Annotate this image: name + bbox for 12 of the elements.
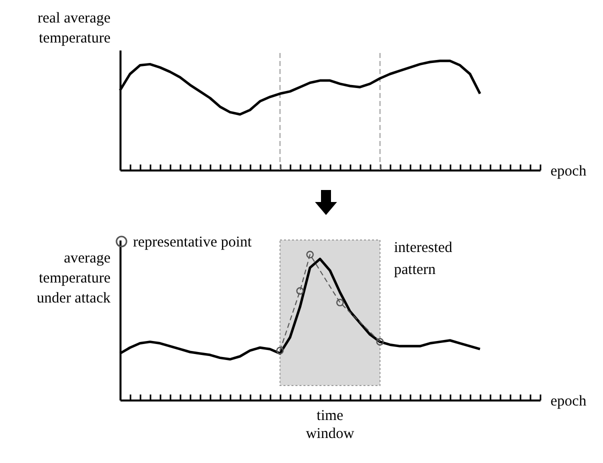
point	[276, 346, 284, 354]
point	[296, 287, 304, 295]
point	[306, 250, 314, 258]
x-axis-title: epoch	[550, 164, 587, 180]
point	[376, 338, 384, 346]
annotation: interested pattern	[394, 240, 453, 278]
point	[336, 298, 344, 306]
y-axis-title: average temperature under attack	[36, 250, 111, 306]
y-axis-title: real average temperature	[38, 10, 111, 46]
text: time window	[306, 408, 354, 442]
x-axis-title: epoch	[550, 394, 587, 410]
legend-label: representative point	[133, 234, 253, 250]
